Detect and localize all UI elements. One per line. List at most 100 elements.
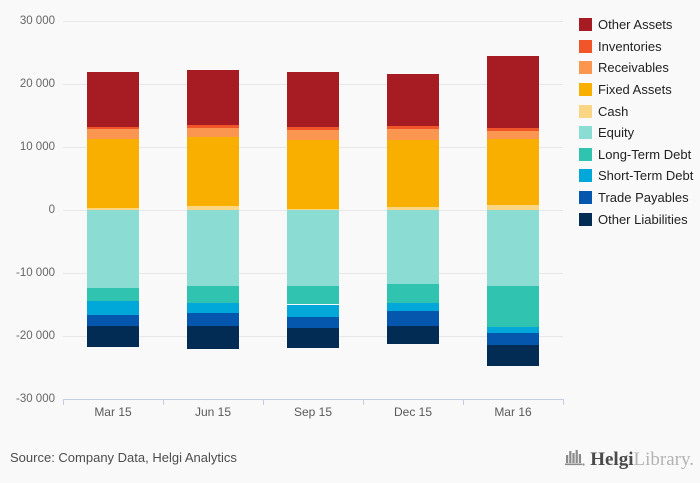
bar-segment-trade-payables-dec-15 — [387, 311, 439, 326]
gridline — [63, 21, 563, 22]
x-axis-tick — [63, 399, 64, 405]
x-axis-label-mar-15: Mar 15 — [94, 405, 132, 419]
x-axis-tick — [163, 399, 164, 405]
bar-segment-inventories-dec-15 — [387, 126, 439, 130]
bar-segment-other-assets-mar-16 — [487, 56, 539, 129]
bar-segment-fixed-assets-sep-15 — [287, 140, 339, 209]
bar-segment-cash-mar-16 — [487, 204, 539, 210]
plot-area — [63, 21, 563, 399]
bar-segment-long-term-debt-mar-16 — [487, 285, 539, 327]
legend-swatch — [579, 39, 592, 53]
bar-segment-other-assets-mar-15 — [87, 72, 139, 127]
bar-segment-cash-mar-15 — [87, 208, 139, 210]
x-axis-label-sep-15: Sep 15 — [293, 405, 333, 419]
bar-segment-other-liabilities-mar-15 — [87, 325, 139, 348]
bar-segment-equity-mar-15 — [87, 210, 139, 289]
logo-text-library: Library. — [633, 448, 695, 470]
x-axis-tick — [463, 399, 464, 405]
bar-segment-other-liabilities-sep-15 — [287, 327, 339, 348]
bar-segment-trade-payables-mar-16 — [487, 333, 539, 345]
bar-segment-short-term-debt-jun-15 — [187, 303, 239, 314]
legend: Other Assets Inventories Receivables Fixed … — [579, 14, 693, 230]
legend-item-trade-payables[interactable]: Trade Payables — [579, 187, 693, 209]
y-tick-label: 20 000 — [19, 78, 55, 90]
legend-swatch — [579, 18, 592, 32]
y-tick-label: -20 000 — [15, 330, 55, 342]
legend-swatch — [579, 104, 592, 118]
x-axis-tick — [563, 399, 564, 405]
helgi-library-logo: HelgiLibrary. — [564, 446, 694, 473]
legend-label: Long-Term Debt — [598, 146, 692, 162]
source-text: Source: Company Data, Helgi Analytics — [10, 450, 237, 465]
x-axis-label-jun-15: Jun 15 — [194, 405, 232, 419]
legend-label: Inventories — [598, 38, 662, 54]
legend-item-short-term-debt[interactable]: Short-Term Debt — [579, 165, 693, 187]
bar-segment-other-liabilities-mar-16 — [487, 344, 539, 367]
legend-item-equity[interactable]: Equity — [579, 122, 693, 144]
legend-item-fixed-assets[interactable]: Fixed Assets — [579, 79, 693, 101]
x-axis-line — [63, 399, 564, 400]
bar-segment-equity-sep-15 — [287, 210, 339, 287]
legend-label: Short-Term Debt — [598, 168, 694, 184]
y-tick-label: -30 000 — [15, 393, 55, 405]
logo-text-helgi: Helgi — [590, 448, 634, 470]
bar-segment-fixed-assets-dec-15 — [387, 140, 439, 207]
castle-bars-icon — [564, 446, 586, 473]
legend-swatch — [579, 191, 592, 205]
bar-segment-long-term-debt-sep-15 — [287, 286, 339, 305]
bar-segment-other-liabilities-jun-15 — [187, 325, 239, 350]
bar-segment-inventories-sep-15 — [287, 127, 339, 130]
legend-label: Cash — [598, 103, 629, 119]
legend-item-receivables[interactable]: Receivables — [579, 57, 693, 79]
y-tick-label: 30 000 — [19, 15, 55, 27]
bar-segment-short-term-debt-mar-15 — [87, 300, 139, 316]
bar-segment-short-term-debt-dec-15 — [387, 302, 439, 312]
bar-segment-other-assets-dec-15 — [387, 73, 439, 127]
y-tick-label: 0 — [48, 204, 55, 216]
bar-segment-receivables-mar-16 — [487, 131, 539, 140]
legend-label: Receivables — [598, 60, 669, 76]
bar-segment-fixed-assets-mar-15 — [87, 139, 139, 209]
legend-swatch — [579, 126, 592, 140]
bar-segment-cash-sep-15 — [287, 208, 339, 210]
bar-segment-receivables-jun-15 — [187, 128, 239, 137]
legend-swatch — [579, 83, 592, 97]
legend-item-long-term-debt[interactable]: Long-Term Debt — [579, 144, 693, 166]
legend-label: Other Liabilities — [598, 211, 688, 227]
legend-label: Other Assets — [598, 17, 673, 33]
bar-segment-other-assets-jun-15 — [187, 70, 239, 125]
bar-segment-inventories-mar-16 — [487, 128, 539, 132]
footer: Source: Company Data, Helgi Analytics He… — [0, 435, 700, 483]
balance-sheet-chart: 30 000 20 000 10 000 0 -10 000 -20 000 -30 000… — [15, 14, 693, 419]
x-axis-label-dec-15: Dec 15 — [393, 405, 433, 419]
bar-segment-inventories-jun-15 — [187, 124, 239, 129]
bar-segment-other-assets-sep-15 — [287, 72, 339, 128]
bar-segment-trade-payables-sep-15 — [287, 317, 339, 328]
y-tick-label: 10 000 — [19, 141, 55, 153]
legend-label: Fixed Assets — [598, 82, 672, 98]
legend-item-inventories[interactable]: Inventories — [579, 36, 693, 58]
bar-segment-fixed-assets-jun-15 — [187, 136, 239, 206]
x-axis-tick — [363, 399, 364, 405]
bar-segment-cash-jun-15 — [187, 205, 239, 210]
legend-item-other-liabilities[interactable]: Other Liabilities — [579, 208, 693, 230]
bar-segment-inventories-mar-15 — [87, 126, 139, 129]
bar-segment-receivables-mar-15 — [87, 128, 139, 140]
bar-segment-trade-payables-jun-15 — [187, 313, 239, 326]
bar-segment-cash-dec-15 — [387, 206, 439, 210]
bar-segment-trade-payables-mar-15 — [87, 315, 139, 326]
legend-swatch — [579, 169, 592, 183]
bar-segment-short-term-debt-mar-16 — [487, 326, 539, 334]
bar-segment-receivables-sep-15 — [287, 129, 339, 141]
bar-segment-long-term-debt-jun-15 — [187, 285, 239, 304]
legend-swatch — [579, 147, 592, 161]
legend-swatch — [579, 61, 592, 75]
y-tick-label: -10 000 — [15, 267, 55, 279]
legend-item-other-assets[interactable]: Other Assets — [579, 14, 693, 36]
legend-item-cash[interactable]: Cash — [579, 100, 693, 122]
legend-label: Equity — [598, 125, 635, 141]
x-axis-label-mar-16: Mar 16 — [494, 405, 532, 419]
bar-segment-other-liabilities-dec-15 — [387, 325, 439, 345]
legend-label: Trade Payables — [598, 190, 689, 206]
bar-segment-equity-jun-15 — [187, 210, 239, 286]
